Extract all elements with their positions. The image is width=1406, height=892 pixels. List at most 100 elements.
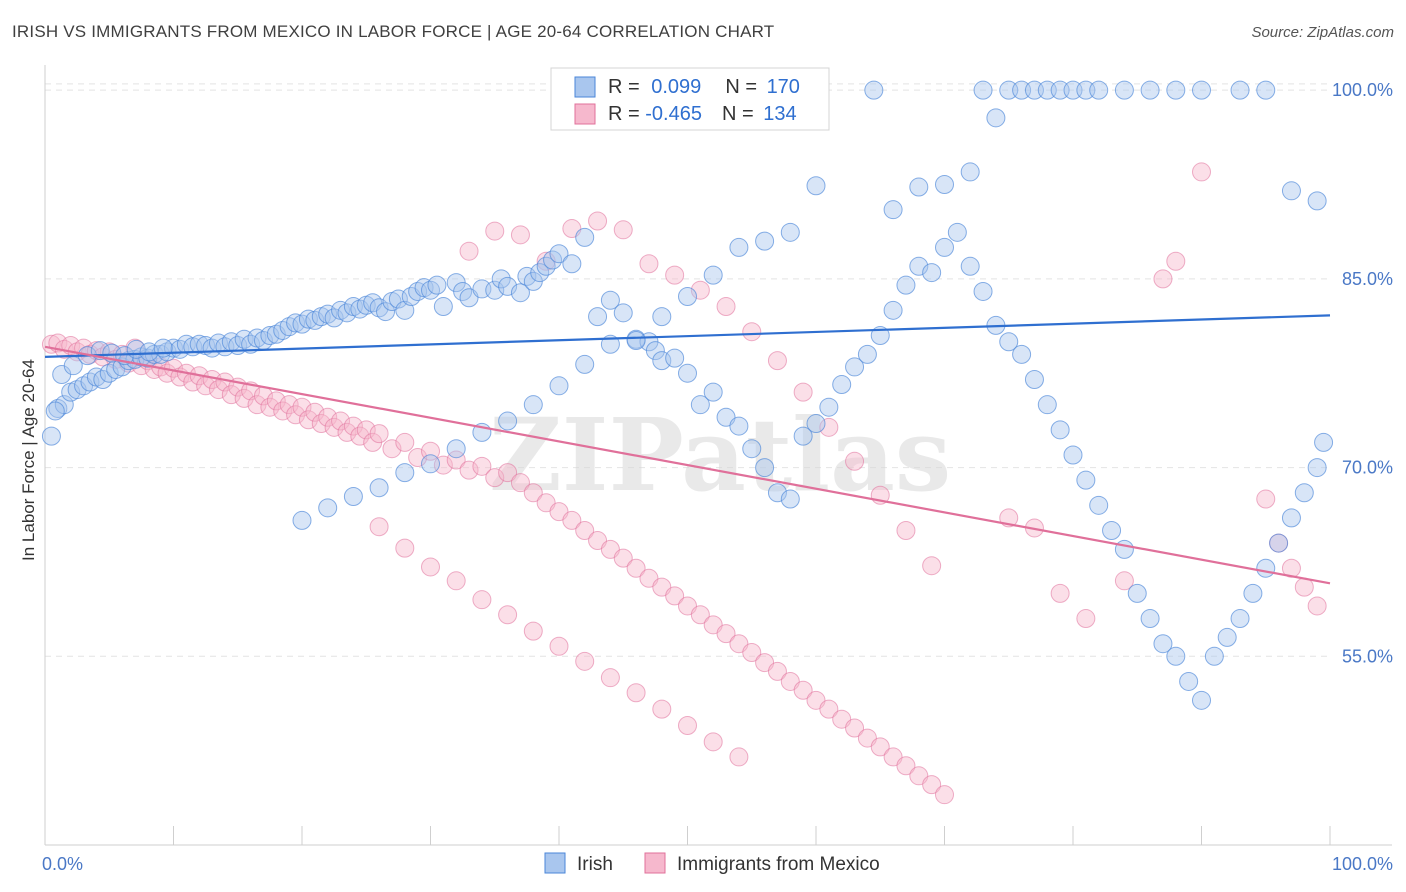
mexico-point — [472, 456, 492, 476]
irish-point — [819, 397, 839, 417]
mexico-point — [1076, 609, 1096, 629]
irish-point — [973, 80, 993, 100]
irish-point — [645, 341, 665, 361]
mexico-point — [845, 451, 865, 471]
mexico-point — [626, 558, 646, 578]
irish-point — [986, 108, 1006, 128]
x-tick-label: 0.0% — [42, 854, 83, 874]
irish-point — [883, 300, 903, 320]
irish-point — [1050, 420, 1070, 440]
bottom-legend-mexico: Immigrants from Mexico — [677, 854, 880, 875]
mexico-point — [395, 538, 415, 558]
mexico-point — [896, 520, 916, 540]
legend-n-label-2: N = — [722, 103, 759, 125]
irish-point — [1192, 690, 1211, 710]
irish-point — [153, 338, 173, 358]
mexico-point — [600, 668, 620, 688]
mexico-point — [459, 460, 479, 480]
irish-point — [292, 314, 312, 334]
irish-point — [1012, 344, 1032, 364]
irish-point — [678, 286, 697, 306]
mexico-point — [369, 517, 389, 537]
mexico-point — [793, 382, 813, 402]
mexico-point — [1166, 251, 1186, 271]
mexico-point — [935, 785, 954, 805]
irish-point — [1076, 470, 1096, 490]
irish-point — [491, 269, 511, 289]
irish-point — [286, 313, 306, 333]
mexico-point — [298, 410, 318, 430]
legend-r-value-2: -0.465 — [645, 103, 702, 125]
mexico-point — [896, 756, 916, 776]
irish-point — [703, 382, 723, 402]
legend-r-label-1: R = — [608, 76, 645, 98]
mexico-point — [369, 424, 389, 444]
irish-point — [1307, 458, 1327, 478]
irish-point — [421, 454, 440, 474]
legend-swatch-mexico — [574, 103, 596, 125]
mexico-point — [793, 680, 813, 700]
irish-point — [1166, 80, 1186, 100]
irish-point — [1140, 609, 1160, 629]
mexico-point — [922, 556, 942, 576]
irish-point — [935, 237, 954, 257]
mexico-point — [421, 557, 440, 577]
irish-point — [1166, 646, 1186, 666]
y-tick-label: 85.0% — [1342, 269, 1393, 289]
mexico-point — [318, 407, 338, 427]
mexico-point — [1050, 583, 1070, 603]
series-legend: Irish Immigrants from Mexico — [544, 852, 880, 875]
mexico-point — [549, 636, 569, 656]
mexico-point — [523, 483, 543, 503]
irish-point — [947, 222, 967, 242]
irish-point — [1102, 520, 1122, 540]
irish-point — [1063, 445, 1083, 465]
irish-point — [1294, 483, 1314, 503]
y-axis-label: In Labor Force | Age 20-64 — [19, 359, 38, 561]
mexico-point — [446, 571, 466, 591]
legend-r-value-1: 0.099 — [651, 76, 701, 98]
mexico-trend-line — [44, 345, 1331, 585]
irish-point — [806, 414, 826, 434]
mexico-point — [845, 718, 865, 738]
irish-point — [549, 376, 569, 396]
mexico-point — [575, 651, 595, 671]
irish-point — [318, 498, 338, 518]
mexico-point — [665, 586, 685, 606]
mexico-point — [472, 590, 492, 610]
mexico-point — [678, 715, 697, 735]
mexico-point — [485, 468, 505, 488]
mexico-point — [742, 322, 762, 342]
irish-point — [960, 256, 980, 276]
mexico-point — [613, 220, 633, 240]
irish-point — [665, 348, 685, 368]
mexico-point — [729, 747, 749, 767]
mexico-point — [1153, 269, 1173, 289]
irish-point — [189, 334, 209, 354]
irish-point — [1037, 395, 1057, 415]
mexico-point — [870, 737, 890, 757]
legend-r-label-2: R = — [608, 103, 645, 125]
irish-point — [1114, 80, 1134, 100]
irish-point — [446, 439, 466, 459]
irish-point — [1314, 432, 1334, 452]
irish-point — [1256, 80, 1276, 100]
mexico-points — [41, 162, 1327, 805]
irish-point — [260, 325, 280, 345]
mexico-point — [690, 605, 710, 625]
irish-point — [1230, 80, 1250, 100]
axes — [44, 65, 1392, 846]
mexico-point — [819, 699, 839, 719]
irish-point — [755, 458, 775, 478]
irish-point — [575, 354, 595, 374]
irish-point — [896, 275, 916, 295]
irish-point — [45, 401, 65, 421]
y-tick-label: 100.0% — [1332, 80, 1393, 100]
irish-point — [48, 398, 68, 418]
irish-point — [690, 395, 710, 415]
mexico-point — [703, 732, 723, 752]
tick-labels: 55.0% 70.0% 85.0% 100.0% 0.0% 100.0% — [42, 80, 1393, 874]
irish-point — [806, 176, 826, 196]
